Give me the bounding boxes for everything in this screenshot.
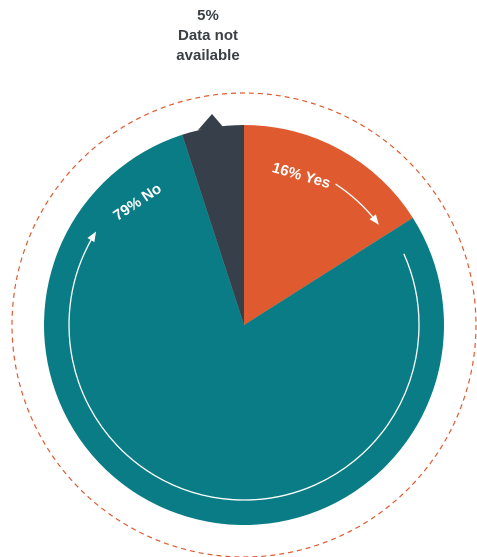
slice-label: 16% Yes bbox=[270, 159, 332, 192]
value-label: 5% bbox=[197, 7, 219, 24]
pie-slice bbox=[182, 125, 244, 325]
arrow-head bbox=[87, 231, 97, 243]
pointer bbox=[198, 114, 224, 130]
category-label: Data not available bbox=[176, 27, 240, 64]
pie-slice bbox=[43, 134, 445, 525]
dashed-ring bbox=[11, 92, 477, 557]
pie-slice bbox=[244, 125, 413, 325]
top-label: 5% Data not available bbox=[158, 6, 258, 66]
slices bbox=[43, 125, 445, 525]
category-label: Yes bbox=[303, 169, 333, 192]
arrow-arc bbox=[68, 234, 420, 501]
arrow-head bbox=[369, 214, 379, 225]
